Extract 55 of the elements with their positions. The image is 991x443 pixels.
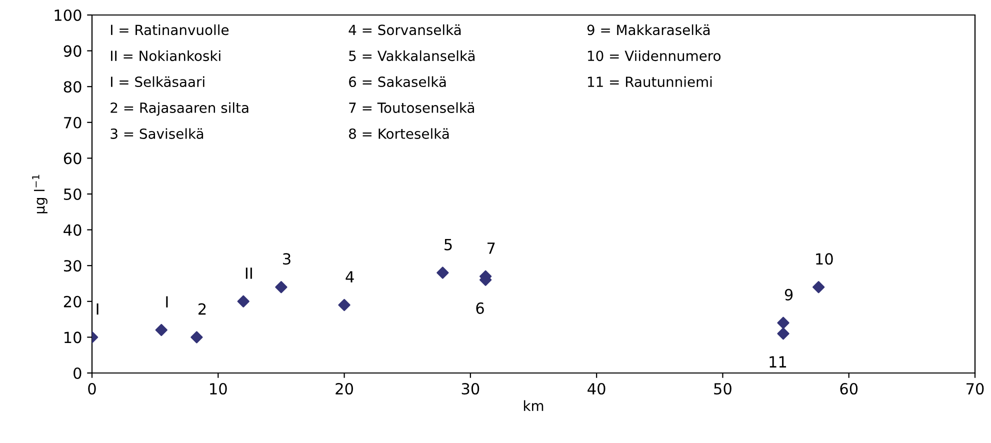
annotation: 9 (784, 288, 793, 300)
point (777, 316, 790, 329)
annotation: 6 = Sakaselkä (349, 76, 446, 88)
point (812, 281, 825, 294)
annotation: I (96, 303, 98, 315)
annotation: 3 = Saviselkä (110, 128, 204, 139)
x-tick-label: 60 (840, 382, 858, 395)
y-tick-label: 0 (74, 367, 82, 380)
x-tick-label: 50 (714, 382, 732, 395)
annotation: 10 (816, 253, 833, 265)
annotation: 2 (198, 303, 206, 315)
y-axis-title: µg l$^{−1}$ (32, 174, 48, 214)
annotation: 3 (283, 253, 290, 265)
annotation: 10 = Viidennumero (588, 50, 721, 62)
y-tick-label: 30 (64, 260, 82, 272)
y-tick-label: 50 (64, 188, 82, 200)
point (190, 331, 203, 344)
annotation: 2 = Rajasaaren silta (110, 102, 248, 116)
y-tick-label: 60 (64, 152, 82, 164)
annotation: 11 (770, 356, 786, 368)
x-tick-label: 40 (588, 382, 606, 395)
annotation: 7 (488, 242, 495, 254)
annotation: 6 (476, 302, 484, 314)
annotation: II = Nokiankoski (111, 50, 220, 62)
y-tick-label: 40 (64, 224, 82, 236)
annotation: I (166, 296, 168, 308)
point (338, 298, 350, 312)
y-tick-label: 90 (64, 45, 82, 57)
annotation: I = Ratinanvuolle (111, 24, 229, 36)
annotation: 4 (346, 271, 354, 282)
x-tick-label: 20 (336, 382, 353, 395)
x-axis-title: km (524, 400, 544, 411)
x-tick-label: 0 (88, 382, 96, 395)
y-tick-label: 70 (64, 116, 82, 128)
point (275, 281, 288, 294)
annotation: 9 = Makkaraselkä (587, 24, 710, 36)
point (155, 324, 168, 336)
x-tick-label: 70 (966, 382, 984, 395)
point (436, 266, 449, 279)
y-tick-label: 100 (54, 9, 82, 22)
x-tick-label: 30 (462, 382, 480, 395)
annotation: I = Selkäsaari (111, 76, 204, 88)
y-tick-label: 20 (64, 296, 82, 308)
annotation: 5 (444, 239, 452, 250)
annotation: 7 = Toutosenselkä (349, 102, 474, 114)
y-tick-label: 80 (64, 81, 82, 93)
point (237, 295, 250, 308)
annotation: 8 = Korteselkä (349, 128, 449, 139)
y-tick-label: 10 (64, 332, 82, 344)
annotation: 5 = Vakkalanselkä (349, 50, 475, 62)
x-tick-label: 10 (210, 382, 227, 395)
annotation: 4 = Sorvanselkä (348, 24, 461, 36)
annotation: 11 = Rautunniemi (588, 76, 712, 88)
annotation: II (246, 268, 252, 279)
point (777, 328, 790, 340)
